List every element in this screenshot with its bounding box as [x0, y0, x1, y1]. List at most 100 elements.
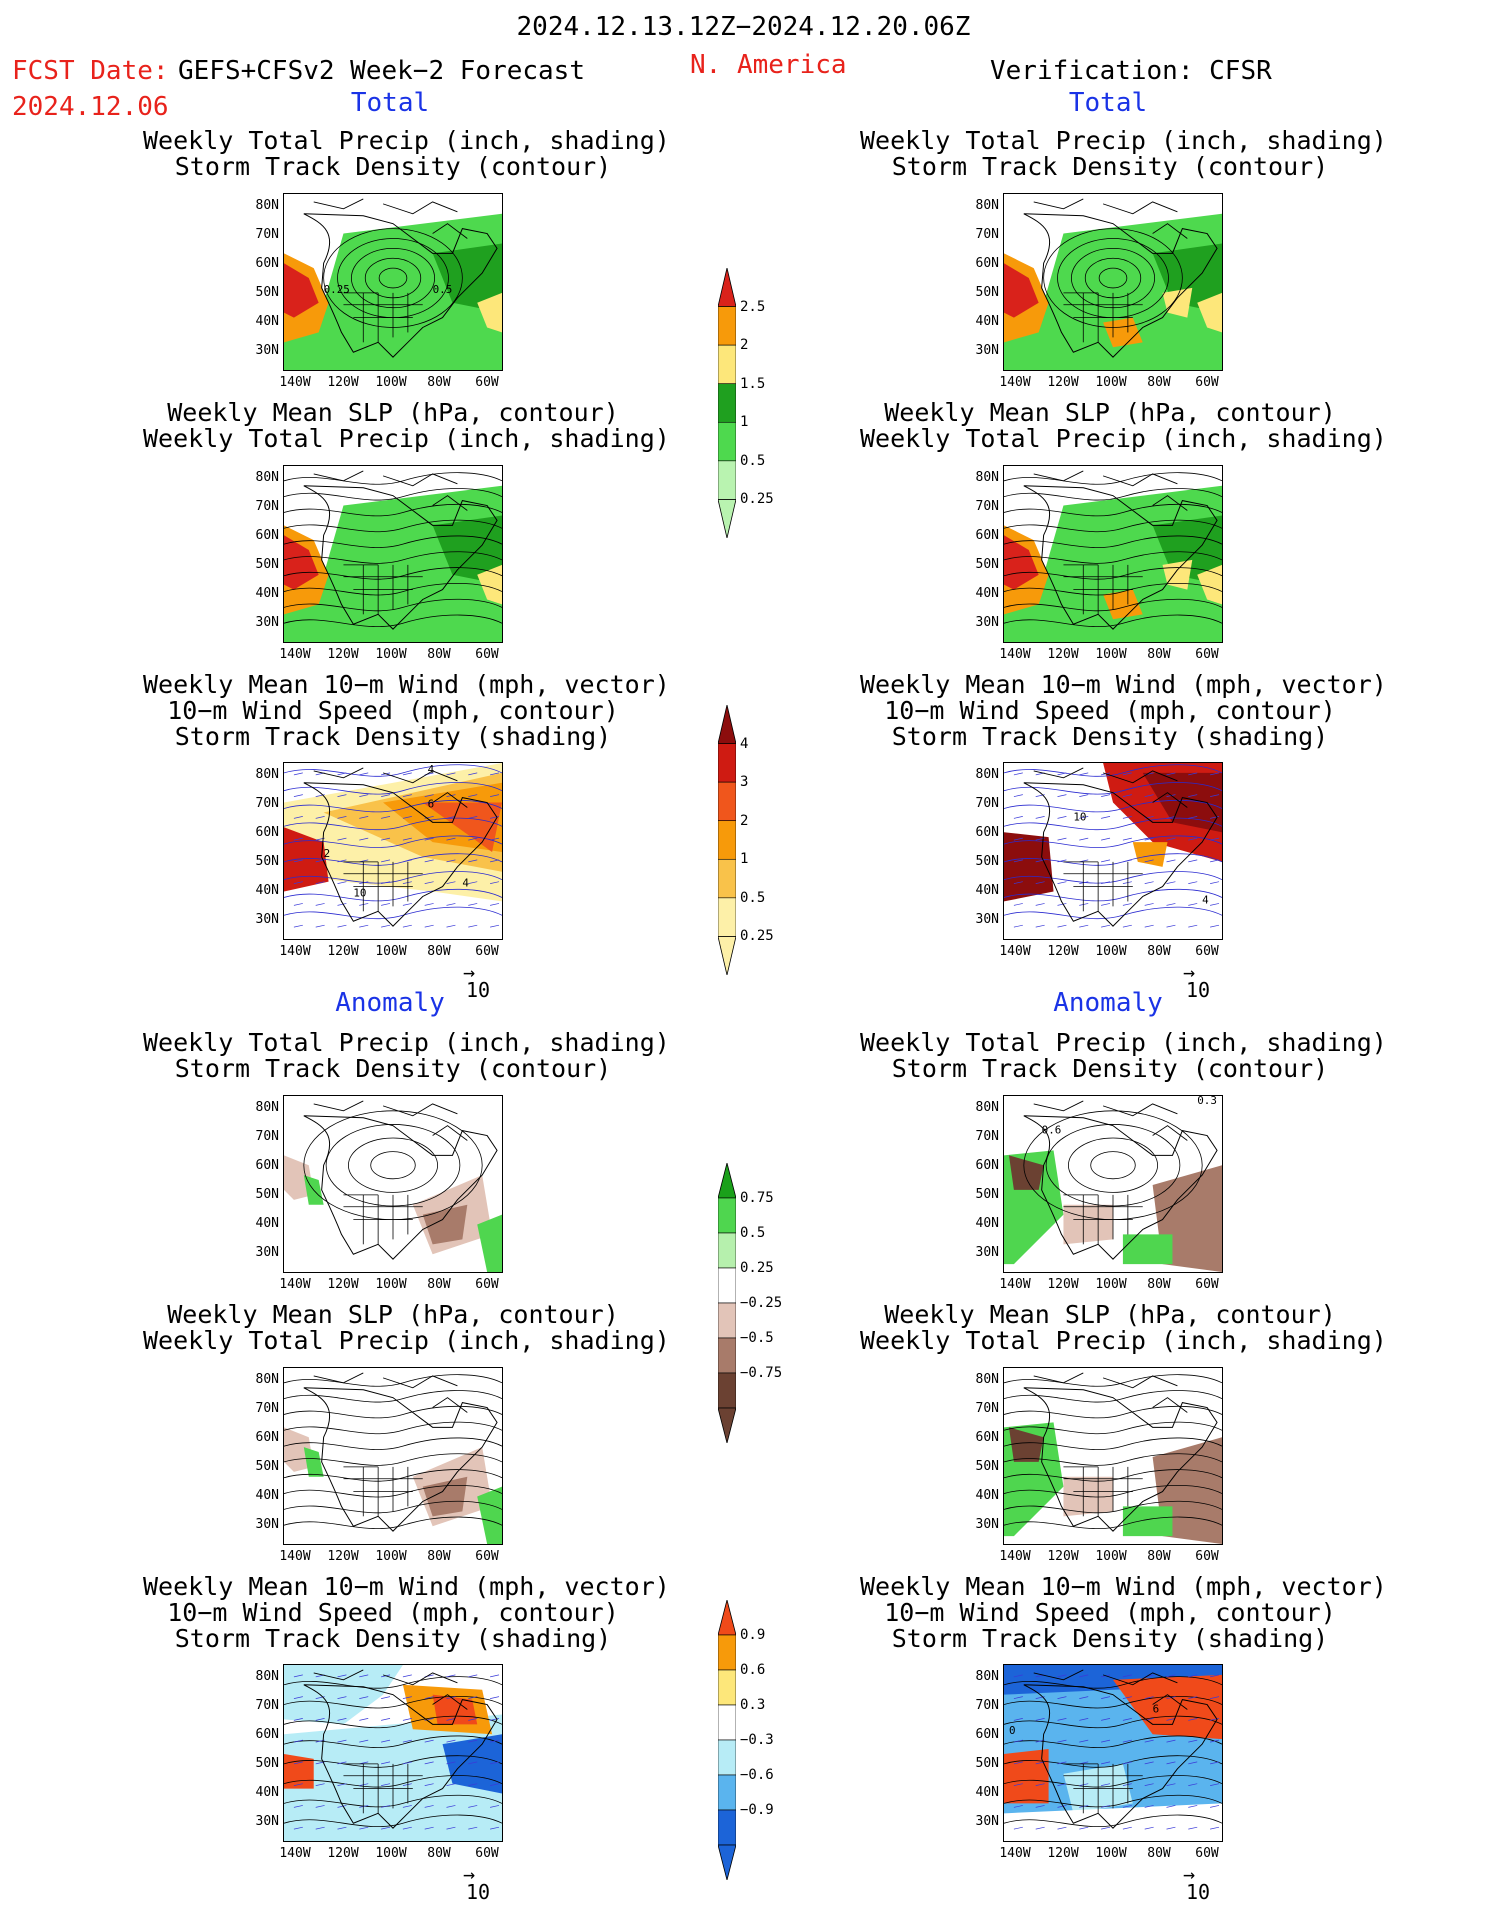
vector-reference-value: 10	[466, 1880, 491, 1904]
wind-vector	[293, 859, 303, 863]
wind-vector	[1035, 1718, 1045, 1721]
wind-vector	[359, 794, 369, 797]
lon-label: 100W	[1095, 1549, 1127, 1564]
slp-contour	[1004, 1485, 1222, 1498]
wind-speed-contour	[284, 782, 502, 795]
wind-vector	[359, 816, 369, 819]
wind-vector	[359, 1739, 369, 1743]
wind-vector	[468, 1826, 478, 1830]
lat-label: 30N	[975, 1814, 999, 1829]
wind-vector	[381, 816, 391, 819]
wind-speed-contour	[284, 1775, 502, 1788]
lon-label: 80W	[427, 944, 451, 959]
verification-panel-4: 0.6 0.3	[1003, 1095, 1223, 1273]
slp-contour	[1004, 1390, 1222, 1403]
colorbar-swatch	[717, 743, 737, 783]
lat-label: 80N	[255, 1669, 279, 1684]
wind-vector	[1122, 924, 1132, 928]
slp-contour	[1004, 1374, 1222, 1387]
colorbar-swatch	[717, 1372, 737, 1409]
arctic-coast	[1033, 470, 1188, 511]
storm-red	[284, 827, 329, 892]
verification-panel-6-title: Weekly Mean 10−m Wind (mph, vector) 10−m…	[860, 1572, 1387, 1653]
lon-label: 140W	[999, 647, 1031, 662]
lat-label: 60N	[975, 528, 999, 543]
wind-vector	[1013, 924, 1023, 928]
colorbar-label: −0.75	[740, 1365, 783, 1381]
lat-label: 80N	[975, 767, 999, 782]
wind-vector	[1101, 1739, 1111, 1743]
wind-vector	[315, 1826, 325, 1830]
wind-speed-contour	[284, 817, 502, 831]
wind-vector	[1122, 1696, 1132, 1699]
verification-label: Verification: CFSR	[990, 56, 1272, 86]
lat-label: 70N	[975, 227, 999, 242]
wind-vector	[1079, 1739, 1089, 1743]
wind-vector	[337, 1826, 347, 1830]
lat-label: 40N	[255, 586, 279, 601]
contour-label: 0	[1009, 1724, 1016, 1737]
wind-vector	[446, 1739, 456, 1743]
anom-red-w	[1004, 1749, 1049, 1804]
state-borders	[343, 1466, 423, 1517]
wind-vector	[402, 1783, 412, 1786]
colorbar-swatch	[717, 1809, 737, 1846]
verification-panel-3: 10 4	[1003, 762, 1223, 940]
precip-total-colorbar	[717, 267, 737, 539]
wind-vector	[293, 1718, 303, 1721]
wind-vector	[293, 924, 303, 928]
colorbar-swatch	[717, 1197, 737, 1234]
lon-label: 100W	[375, 647, 407, 662]
wind-vector	[337, 903, 347, 906]
wind-speed-contour	[1004, 1755, 1222, 1768]
wind-vector	[1144, 1739, 1154, 1743]
wind-vector	[1101, 794, 1111, 797]
wind-vector	[1122, 859, 1132, 863]
anom-green-se	[1122, 1234, 1173, 1265]
wind-vector	[446, 1826, 456, 1830]
lat-label: 50N	[975, 1187, 999, 1202]
vector-reference-arrow: →	[1183, 1862, 1196, 1886]
wind-vector	[1013, 1783, 1023, 1786]
lat-label: 30N	[255, 1517, 279, 1532]
lat-label: 40N	[975, 1488, 999, 1503]
lat-label: 60N	[975, 825, 999, 840]
wind-vector	[1122, 1739, 1132, 1743]
anom-green-e	[477, 1214, 502, 1272]
lat-label: 50N	[255, 1459, 279, 1474]
wind-vector	[424, 1783, 434, 1786]
slp-contour	[284, 1405, 502, 1419]
anom-neutral-s	[1004, 1803, 1222, 1841]
lon-label: 100W	[1095, 1277, 1127, 1292]
wind-vector	[381, 1696, 391, 1699]
lat-label: 30N	[975, 343, 999, 358]
forecast-panel-5-map	[284, 1368, 502, 1544]
lat-label: 70N	[255, 796, 279, 811]
lon-label: 140W	[279, 375, 311, 390]
contour-label: 10	[1073, 810, 1086, 823]
wind-vector	[490, 903, 500, 906]
precip-yellow	[477, 292, 502, 333]
arctic-coast	[1033, 198, 1188, 239]
wind-vector	[1013, 1826, 1023, 1830]
lat-label: 60N	[975, 1158, 999, 1173]
lat-label: 80N	[975, 198, 999, 213]
wind-vector	[293, 1674, 303, 1678]
wind-vector	[1013, 1718, 1023, 1721]
colorbar-swatch	[717, 820, 737, 860]
lon-label: 120W	[1047, 1277, 1079, 1292]
colorbar-swatch	[717, 1267, 737, 1304]
wind-vector	[1101, 924, 1111, 928]
verification-panel-3-map: 10 4	[1004, 763, 1222, 939]
wind-vector	[1101, 1826, 1111, 1830]
slp-contour	[1004, 503, 1222, 517]
wind-vector	[1210, 1783, 1220, 1786]
colorbar-label: 0.25	[740, 928, 774, 945]
lat-label: 60N	[975, 1430, 999, 1445]
wind-vector	[1166, 859, 1176, 863]
wind-vector	[1166, 1761, 1176, 1765]
colorbar-swatch	[717, 1739, 737, 1776]
section-total-fcst: Total	[350, 88, 430, 118]
forecast-panel-6	[283, 1664, 503, 1842]
lat-label: 40N	[975, 883, 999, 898]
